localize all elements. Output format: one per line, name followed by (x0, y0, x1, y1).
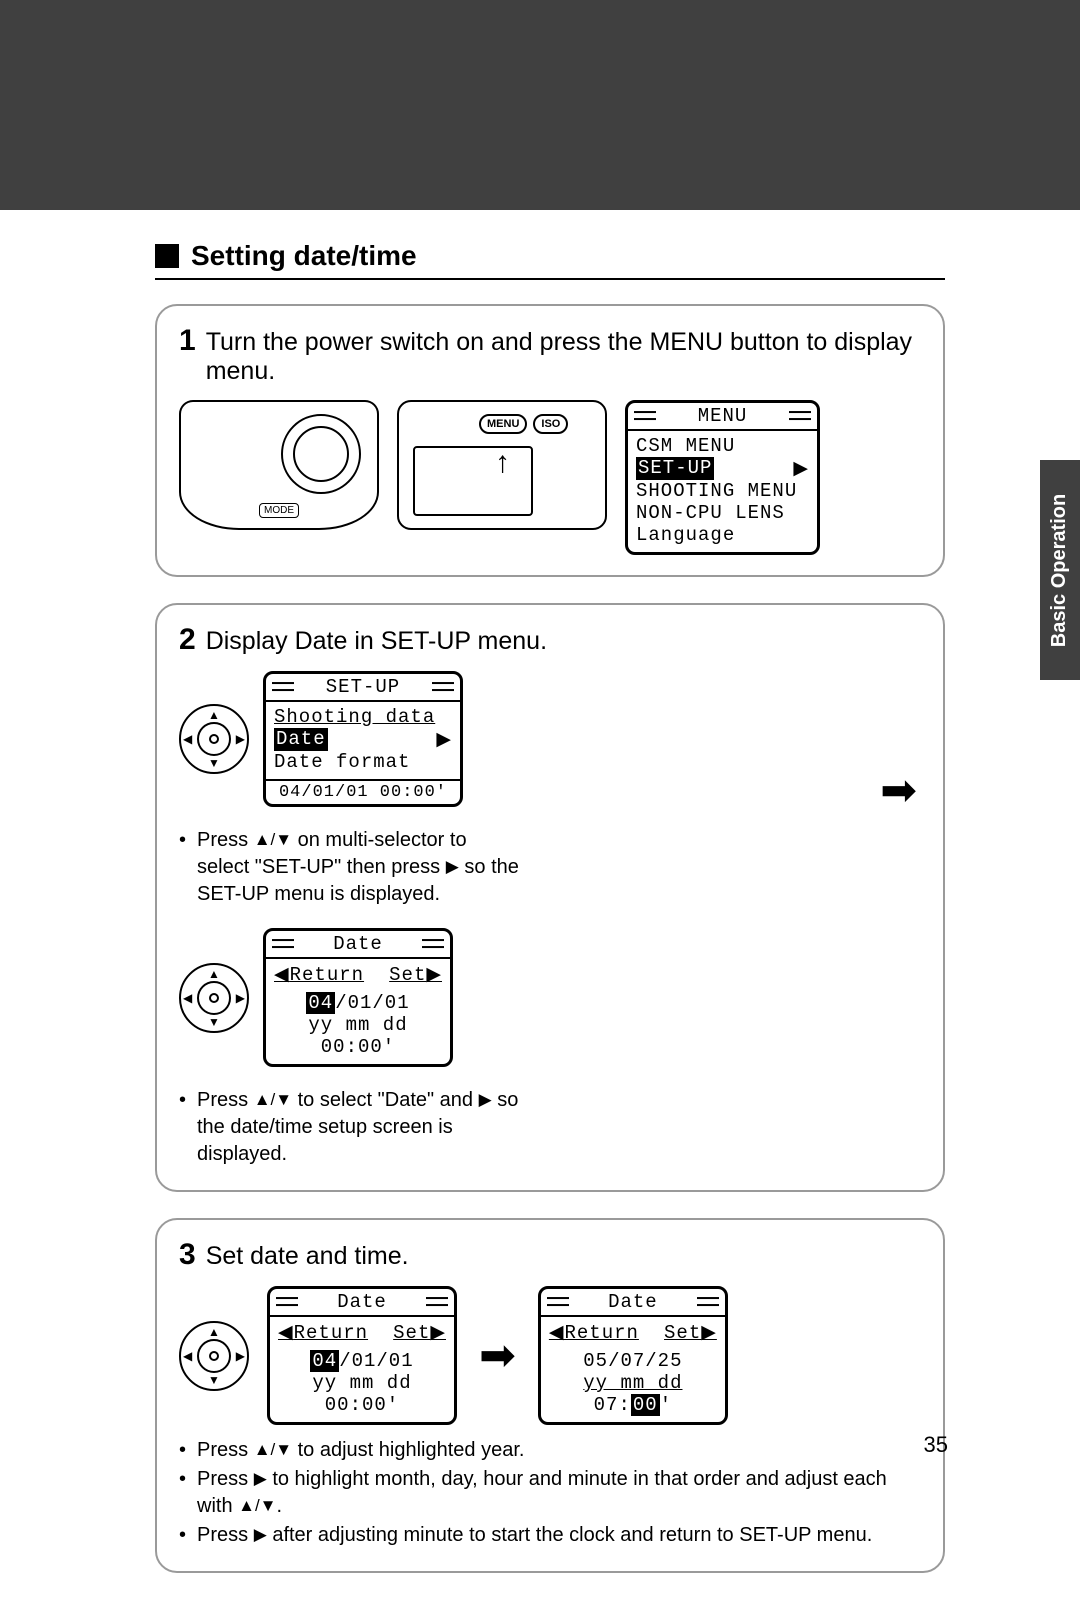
left-arrow-icon: ◀ (274, 964, 290, 986)
step-2-left: ▲▼ ◀▶ SET-UP Shooting data Date ▶ Date f… (179, 671, 524, 910)
date-format-line: yy mm dd (274, 1014, 442, 1036)
step-1-number: 1 (179, 324, 196, 358)
step-3-title: Set date and time. (206, 1242, 409, 1271)
date-value: 05/07/25 (549, 1350, 717, 1372)
section-title-text: Setting date/time (191, 240, 417, 272)
date-lcd-b: Date ◀Return Set▶ 05/07/25 yy mm dd 07:0… (538, 1286, 728, 1425)
multi-selector-icon: ▲▼ ◀▶ (179, 1321, 249, 1391)
setup-lcd-footer: 04/01/01 00:00' (266, 779, 460, 804)
up-down-icon: ▲/▼ (238, 1495, 276, 1518)
flow-arrow-icon: ➡ (880, 769, 917, 813)
step-1-head: 1 Turn the power switch on and press the… (179, 324, 921, 386)
date-format-line: yy mm dd (549, 1372, 717, 1394)
top-dark-band (0, 0, 1080, 210)
step-2-right: ▲▼ ◀▶ Date ◀Return Set▶ 04/01/01 (179, 928, 524, 1170)
multi-selector-icon: ▲▼ ◀▶ (179, 704, 249, 774)
date-lcd-a-title: Date (270, 1289, 454, 1317)
step-2-box: 2 Display Date in SET-UP menu. ▲▼ ◀▶ SET… (155, 603, 945, 1192)
menu-item: NON-CPU LENS (636, 502, 809, 524)
date-format-line: yy mm dd (278, 1372, 446, 1394)
step-1-illustrations: MODE MENU ISO ↑ MENU CSM MENU SET-UP ▶ (179, 400, 921, 555)
iso-button-label: ISO (533, 414, 568, 434)
menu-button-label: MENU (479, 414, 527, 434)
section-title: Setting date/time (155, 240, 945, 280)
right-arrow-icon: ▶ (426, 964, 442, 986)
step-2-title: Display Date in SET-UP menu. (206, 627, 547, 656)
date-lcd-title: Date (266, 931, 450, 959)
up-down-icon: ▲/▼ (254, 1089, 292, 1112)
square-bullet-icon (155, 244, 179, 268)
step-2-bullet-b: Press ▲/▼ to select "Date" and ▶ so the … (179, 1087, 524, 1168)
setup-lcd-title: SET-UP (266, 674, 460, 702)
camera-screen-icon (413, 446, 533, 516)
date-lcd-a: Date ◀Return Set▶ 04/01/01 yy mm dd 00:0… (267, 1286, 457, 1425)
setup-item: Shooting data (274, 706, 452, 728)
step-1-box: 1 Turn the power switch on and press the… (155, 304, 945, 577)
time-value: 07:00' (549, 1394, 717, 1416)
page-content: Setting date/time 1 Turn the power switc… (155, 240, 945, 1599)
mode-button-label: MODE (259, 503, 299, 518)
step-3-number: 3 (179, 1238, 196, 1272)
step-2-head: 2 Display Date in SET-UP menu. (179, 623, 921, 657)
right-icon: ▶ (254, 1524, 267, 1547)
side-tab-label: Basic Operation (1049, 493, 1072, 646)
right-arrow-icon: ▶ (793, 457, 809, 480)
menu-lcd-title: MENU (628, 403, 817, 431)
power-dial-icon (281, 414, 361, 494)
step-2-number: 2 (179, 623, 196, 657)
multi-selector-icon: ▲▼ ◀▶ (179, 963, 249, 1033)
step-1-title: Turn the power switch on and press the M… (206, 328, 921, 386)
setup-item: Date format (274, 751, 452, 773)
right-icon: ▶ (446, 856, 459, 879)
menu-item: CSM MENU (636, 435, 809, 457)
right-arrow-icon: ▶ (430, 1322, 446, 1344)
menu-lcd: MENU CSM MENU SET-UP ▶ SHOOTING MENU NON… (625, 400, 820, 555)
left-arrow-icon: ◀ (278, 1322, 294, 1344)
time-value: 00:00' (274, 1036, 442, 1058)
step-2-bullet-a: Press ▲/▼ on multi-selector to select "S… (179, 827, 524, 908)
flow-arrow-icon: ➡ (479, 1334, 516, 1378)
step-3-head: 3 Set date and time. (179, 1238, 921, 1272)
up-down-icon: ▲/▼ (254, 829, 292, 852)
right-icon: ▶ (254, 1468, 267, 1491)
step-3-bullet-3: Press ▶ after adjusting minute to start … (179, 1522, 921, 1549)
menu-item: SHOOTING MENU (636, 480, 809, 502)
setup-item-highlighted: Date (274, 728, 328, 751)
camera-back-illustration: MENU ISO ↑ (397, 400, 607, 530)
date-value: 04/01/01 (274, 992, 442, 1014)
date-lcd-b-title: Date (541, 1289, 725, 1317)
right-arrow-icon: ▶ (436, 728, 452, 751)
side-tab-basic-operation: Basic Operation (1040, 460, 1080, 680)
setup-lcd: SET-UP Shooting data Date ▶ Date format … (263, 671, 463, 807)
right-icon: ▶ (479, 1089, 492, 1112)
step-3-box: 3 Set date and time. ▲▼ ◀▶ Date ◀Return … (155, 1218, 945, 1573)
up-down-icon: ▲/▼ (254, 1439, 292, 1462)
step-3-bullet-2: Press ▶ to highlight month, day, hour an… (179, 1466, 921, 1520)
date-lcd: Date ◀Return Set▶ 04/01/01 yy mm dd 00:0… (263, 928, 453, 1067)
menu-item: Language (636, 524, 809, 546)
date-value: 04/01/01 (278, 1350, 446, 1372)
step-3-bullet-1: Press ▲/▼ to adjust highlighted year. (179, 1437, 921, 1464)
menu-item-highlighted: SET-UP (636, 457, 714, 480)
page-number: 35 (924, 1432, 948, 1458)
camera-top-illustration: MODE (179, 400, 379, 530)
right-arrow-icon: ▶ (701, 1322, 717, 1344)
left-arrow-icon: ◀ (549, 1322, 565, 1344)
time-value: 00:00' (278, 1394, 446, 1416)
